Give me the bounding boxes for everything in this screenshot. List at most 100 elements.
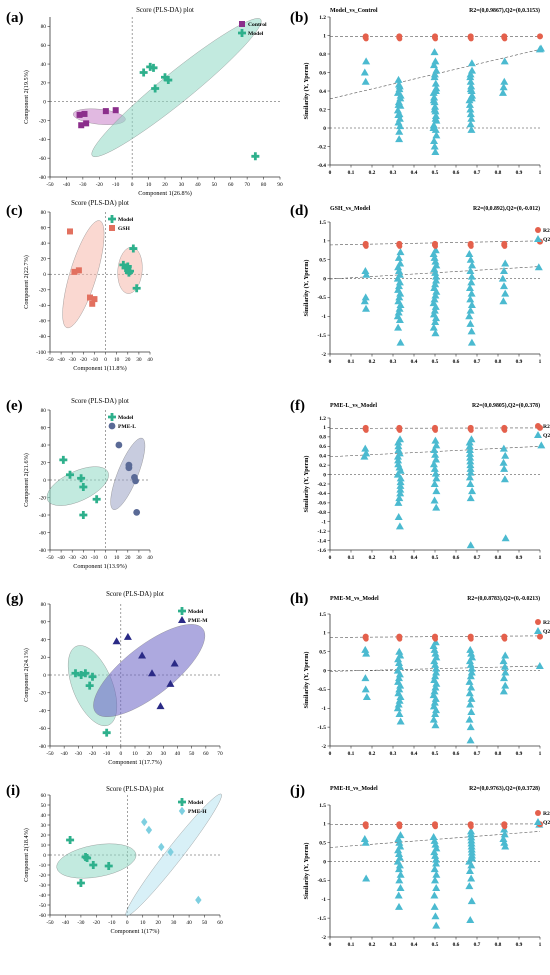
- q2-point: [498, 274, 507, 282]
- y-tick-label: -80: [39, 334, 46, 340]
- data-point: [81, 669, 90, 678]
- q2-point: [394, 323, 403, 331]
- confidence-ellipse-model: [56, 843, 137, 879]
- q2-point: [431, 79, 440, 87]
- x-tick-label: 10: [146, 182, 152, 188]
- q2-point: [466, 700, 475, 708]
- y-tick-label: -2: [322, 744, 327, 750]
- q2-point: [395, 659, 403, 667]
- panel-label: (h): [290, 591, 308, 607]
- data-point: [125, 464, 133, 472]
- chart-title: Model_vs_Control: [330, 8, 378, 14]
- y-tick-label: 80: [41, 602, 47, 608]
- y-tick-label: 60: [41, 225, 47, 231]
- y-tick-label: -0.5: [317, 687, 326, 693]
- x-tick-label: -30: [69, 357, 76, 363]
- q2-point: [361, 685, 370, 693]
- q2-point: [429, 61, 438, 69]
- panel-a: (a) -50 -40 -30 -20 -10 0 10 20 30 40 50 60 70 80 90 -80…: [6, 7, 283, 197]
- x-tick-label: 0.2: [369, 170, 376, 176]
- y-tick-label: 0: [323, 859, 326, 865]
- q2-point: [395, 304, 404, 312]
- x-tick-label: 1: [539, 751, 542, 757]
- data-point: [170, 659, 179, 667]
- x-tick-label: 0.1: [348, 170, 355, 176]
- y-tick-label: -0.5: [317, 878, 326, 884]
- q2-point: [466, 105, 475, 113]
- q2-point: [361, 645, 370, 653]
- y-tick-label: 60: [41, 425, 47, 431]
- y-tick-label: -30: [39, 883, 46, 889]
- q2-point: [431, 683, 440, 691]
- r2-point: [432, 427, 438, 433]
- x-tick-label: 1: [539, 942, 542, 948]
- q2-point: [467, 668, 476, 676]
- legend-label: GSH: [118, 226, 130, 232]
- data-point: [87, 294, 93, 301]
- x-tick-label: 0.4: [411, 170, 418, 176]
- q2-point: [430, 142, 439, 150]
- y-tick-label: -1.2: [317, 529, 326, 535]
- data-point: [121, 264, 130, 272]
- y-tick-label: 80: [41, 210, 47, 216]
- q2-point: [430, 306, 439, 314]
- x-tick-label: 10: [132, 751, 138, 757]
- x-tick-label: 20: [155, 920, 161, 926]
- x-tick-label: 30: [161, 751, 167, 757]
- x-tick-label: 0.6: [453, 942, 460, 948]
- x-tick-label: 0.6: [453, 751, 460, 757]
- data-point: [89, 861, 98, 869]
- x-tick-label: 0.7: [474, 170, 481, 176]
- q2-point: [500, 282, 508, 290]
- q2-point: [431, 876, 439, 884]
- q2-point: [466, 494, 475, 502]
- data-point: [161, 73, 170, 82]
- q2-point: [432, 664, 441, 672]
- y-tick-label: 20: [41, 81, 47, 87]
- legend-marker: [108, 413, 116, 421]
- x-tick-label: -10: [112, 182, 119, 188]
- legend-marker: [178, 607, 187, 615]
- q2-point: [465, 446, 474, 454]
- q2-point: [431, 302, 440, 310]
- q2-point: [501, 451, 510, 459]
- legend-marker: [238, 29, 247, 37]
- q2-point: [432, 272, 441, 280]
- q2-point: [467, 897, 476, 905]
- q2-point: [431, 268, 440, 276]
- y-tick-label: -0.4: [317, 163, 326, 169]
- q2-point: [394, 834, 403, 842]
- r2-point: [502, 243, 508, 249]
- y-tick-label: 20: [41, 460, 47, 466]
- data-point: [149, 63, 158, 72]
- q2-point: [500, 57, 509, 65]
- r2-point: [432, 36, 438, 42]
- x-tick-label: 0.8: [495, 555, 502, 561]
- y-axis-label: Component 2(22.7%): [23, 255, 30, 309]
- y-tick-label: 0.4: [319, 89, 326, 95]
- data-point: [115, 441, 123, 449]
- q2-point: [430, 891, 439, 899]
- x-tick-label: 0.1: [348, 942, 355, 948]
- r2-point: [363, 36, 369, 42]
- q2-point: [431, 450, 440, 458]
- q2-point: [430, 902, 439, 910]
- q2-point: [432, 855, 441, 863]
- y-tick-label: -1: [322, 897, 327, 903]
- y-tick-label: 60: [41, 620, 47, 626]
- y-tick-label: 0.5: [319, 258, 326, 264]
- y-tick-label: -80: [39, 175, 46, 181]
- panel-e: (e) -50 -40 -30 -20 -10 0 10 20 30 40 -80 -60 -40 -20 0…: [6, 398, 153, 570]
- q2-point: [467, 708, 476, 716]
- x-tick-label: 0.5: [432, 359, 439, 365]
- data-point: [78, 122, 85, 129]
- q2-point: [467, 683, 476, 691]
- q2-point: [394, 846, 403, 854]
- stats-text: R2=(0,0.9805),Q2=(0,0.378): [472, 402, 540, 409]
- y-tick-label: -60: [39, 530, 46, 536]
- q2-point: [501, 842, 510, 850]
- y-tick-label: 10: [41, 843, 47, 849]
- x-tick-label: -50: [46, 182, 53, 188]
- q2-point: [362, 874, 371, 882]
- y-tick-label: 0: [323, 668, 326, 674]
